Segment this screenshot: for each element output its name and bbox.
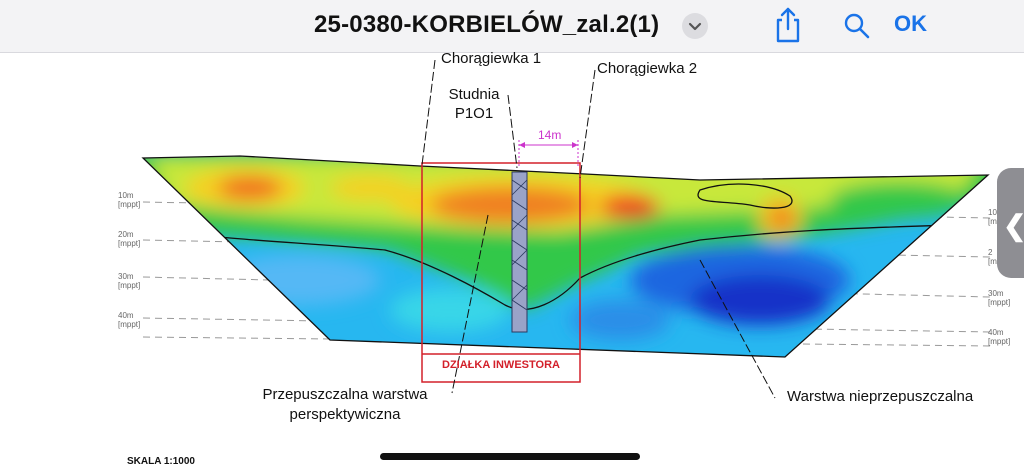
depth-label-right: 30m [mppt] [988,289,1011,307]
depth-label-left: 30m [mppt] [118,272,141,290]
home-indicator[interactable] [380,453,640,460]
well-label: Studnia P1O1 [438,86,510,122]
plot-boundary [421,162,581,383]
plot-label-box: DZIAŁKA INWESTORA [422,354,580,382]
ok-button[interactable]: OK [894,11,927,36]
chevron-left-icon[interactable]: ❮ [1003,209,1024,242]
well-label-line2: P1O1 [454,105,494,122]
document-title[interactable]: 25-0380-KORBIELÓW_zal.2(1) [314,11,660,38]
top-toolbar: 25-0380-KORBIELÓW_zal.2(1) OK [0,0,1024,53]
cross-section-drawing [141,59,991,399]
flag-1-label: Chorągiewka 1 [441,50,542,67]
scale-label: SKALA 1:1000 [127,456,195,467]
flag-2-label: Chorągiewka 2 [597,60,698,77]
depth-label-left: 40m [mppt] [118,311,141,329]
chevron-down-icon[interactable] [682,13,708,39]
plot-label: DZIAŁKA INWESTORA [442,359,560,371]
search-icon[interactable] [843,12,871,45]
impermeable-layer-label: Warstwa nieprzepuszczalna [787,388,974,405]
side-panel-handle[interactable] [997,168,1024,278]
share-icon[interactable] [772,6,804,49]
resistivity-section [143,156,988,357]
well-label-line1: Studnia [448,86,500,103]
depth-label-right: 10 [m [988,208,997,226]
depth-label-left: 10m [mppt] [118,191,141,209]
permeable-label-line1: Przepuszczalna warstwa [262,386,428,403]
depth-label-left: 20m [mppt] [118,230,141,248]
depth-label-right: 40m [mppt] [988,328,1011,346]
distance-label: 14m [538,128,562,142]
permeable-label-line2: perspektywiczna [289,406,401,423]
depth-label-right: 2 [m [988,248,997,266]
permeable-layer-label: Przepuszczalna warstwa perspektywiczna [240,386,450,423]
